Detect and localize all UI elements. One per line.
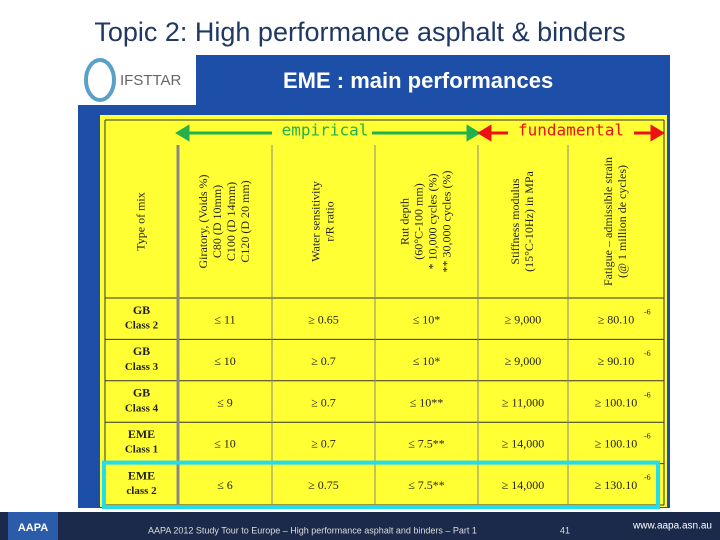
- column-header: ** 30,000 cycles (%): [439, 171, 453, 273]
- column-header: Stiffness modulus: [508, 178, 522, 264]
- mix-class: Class 3: [125, 361, 159, 373]
- mix-class: Class 1: [125, 444, 158, 456]
- column-header: C80 (D 10mm): [210, 185, 224, 258]
- table-cell: ≥ 14,000: [502, 437, 545, 451]
- table-cell: ≥ 100.10: [595, 437, 638, 451]
- column-header: Type of mix: [133, 192, 147, 250]
- table-cell: ≤ 11: [214, 312, 235, 326]
- fundamental-arrow: [477, 124, 665, 142]
- exponent: -6: [644, 349, 651, 358]
- table-bg: [100, 115, 667, 507]
- table-cell: ≤ 10*: [413, 312, 441, 326]
- mix-class: class 2: [126, 485, 157, 497]
- column-header: * 10,000 cycles (%): [425, 174, 439, 270]
- mix-class: Class 2: [125, 320, 159, 332]
- logo-text: IFSTTAR: [120, 72, 182, 89]
- page-number: 41: [560, 525, 570, 535]
- logo-box: [78, 55, 196, 105]
- table-cell: ≥ 100.10: [595, 395, 638, 409]
- column-header: Water sensitivity: [308, 181, 322, 262]
- mix-type: GB: [133, 344, 150, 358]
- table-cell: ≤ 7.5**: [408, 437, 445, 451]
- heading: EME : main performances: [283, 68, 553, 93]
- table-cell: ≥ 90.10: [598, 354, 635, 368]
- column-header: (15°C-10Hz) in MPa: [522, 170, 536, 271]
- mix-type: GB: [133, 303, 150, 317]
- exponent: -6: [644, 432, 651, 441]
- exponent: -6: [644, 390, 651, 399]
- mix-type: GB: [133, 386, 150, 400]
- highlight-box: [102, 460, 660, 510]
- mix-class: Class 4: [125, 402, 159, 414]
- table-cell: ≤ 10: [214, 354, 236, 368]
- empirical-arrow: [175, 124, 481, 142]
- table-cell: ≥ 0.7: [311, 437, 336, 451]
- column-header: r/R ratio: [322, 201, 336, 241]
- column-header: Rut depth: [397, 198, 411, 245]
- slide-title: Topic 2: High performance asphalt & bind…: [94, 17, 625, 47]
- table-cell: ≥ 0.65: [308, 312, 339, 326]
- column-header: (@ 1 million de cycles): [615, 165, 629, 278]
- group-label: fundamental: [518, 121, 624, 140]
- column-header: C120 (D 20 mm): [238, 180, 252, 262]
- table-cell: ≤ 7.5**: [408, 478, 445, 492]
- table-cell: ≥ 9,000: [505, 312, 542, 326]
- table-cell: ≥ 0.7: [311, 395, 336, 409]
- logo-mark: [84, 58, 116, 102]
- footer-url: www.aapa.asn.au: [632, 521, 712, 532]
- mix-type: EME: [128, 427, 155, 441]
- table-cell: ≥ 9,000: [505, 354, 542, 368]
- table-cell: ≤ 9: [217, 395, 233, 409]
- table-cell: ≥ 0.7: [311, 354, 336, 368]
- footer-text: AAPA 2012 Study Tour to Europe – High pe…: [148, 525, 477, 535]
- table-cell: ≥ 11,000: [502, 395, 544, 409]
- table-cell: ≤ 10*: [413, 354, 441, 368]
- column-header: Giratory, (Voids %): [196, 175, 210, 269]
- mix-type: EME: [128, 468, 155, 482]
- exponent: -6: [644, 473, 651, 482]
- column-header: (60°C-100 mm): [411, 183, 425, 259]
- footer-logo: AAPA: [18, 522, 48, 534]
- group-label: empirical: [282, 121, 369, 140]
- table-cell: ≥ 80.10: [598, 312, 635, 326]
- column-header: Fatigue – admissible strain: [601, 157, 615, 286]
- footer-bar: [0, 512, 720, 540]
- table-cell: ≥ 0.75: [308, 478, 339, 492]
- column-header: C100 (D 14mm): [224, 182, 238, 261]
- table-cell: ≤ 6: [217, 478, 233, 492]
- exponent: -6: [644, 308, 651, 317]
- footer-logo-box: [8, 512, 58, 540]
- table-cell: ≤ 10: [214, 437, 236, 451]
- table-cell: ≥ 14,000: [502, 478, 545, 492]
- table-cell: ≥ 130.10: [595, 478, 638, 492]
- table-cell: ≤ 10**: [410, 395, 444, 409]
